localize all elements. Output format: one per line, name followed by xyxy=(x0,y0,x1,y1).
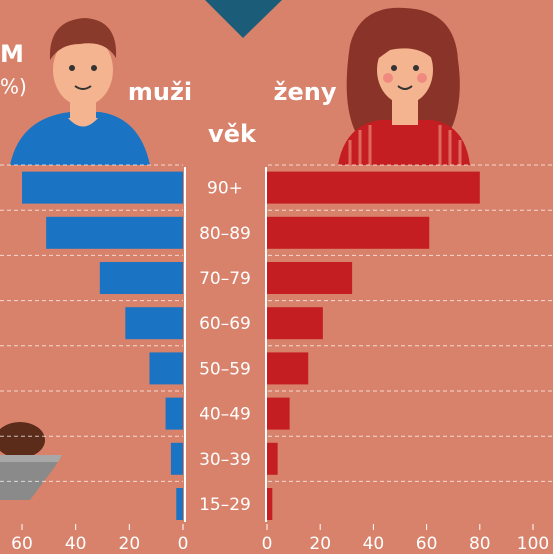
x-tick-label: 40 xyxy=(65,534,87,554)
age-label: 70–79 xyxy=(199,269,251,289)
bar xyxy=(149,352,183,385)
age-label: 90+ xyxy=(207,179,243,199)
right-label: ženy xyxy=(274,78,337,106)
age-label: 15–29 xyxy=(199,495,251,515)
x-tick-label: 60 xyxy=(11,534,33,554)
x-tick-label: 0 xyxy=(262,534,273,554)
bar xyxy=(267,397,290,430)
bar xyxy=(176,488,183,520)
subtitle-fragment: %) xyxy=(0,75,27,99)
decor-triangle xyxy=(205,0,282,38)
bar xyxy=(125,307,183,340)
bar xyxy=(267,307,323,340)
bar xyxy=(267,442,278,475)
bar xyxy=(267,352,309,385)
left-label: muži xyxy=(128,78,192,106)
x-tick-label: 0 xyxy=(178,534,189,554)
bar xyxy=(267,171,480,204)
x-tick-label: 40 xyxy=(363,534,385,554)
title-fragment: M xyxy=(0,40,24,68)
woman-illustration xyxy=(338,7,470,165)
bar xyxy=(267,216,430,249)
x-tick-label: 20 xyxy=(309,534,331,554)
bar xyxy=(165,397,183,430)
bar xyxy=(267,488,273,520)
bar xyxy=(22,171,183,204)
bar xyxy=(99,262,183,294)
age-label: 30–39 xyxy=(199,450,251,470)
bar xyxy=(170,442,183,475)
bar xyxy=(46,216,184,249)
x-tick-label: 100 xyxy=(517,534,549,554)
age-label: 60–69 xyxy=(199,314,251,334)
bar xyxy=(267,262,353,294)
center-label: věk xyxy=(208,120,257,148)
x-tick-label: 60 xyxy=(416,534,438,554)
man-illustration xyxy=(10,18,150,165)
cup-illustration xyxy=(0,422,62,500)
age-label: 80–89 xyxy=(199,224,251,244)
age-label: 40–49 xyxy=(199,405,251,425)
x-tick-label: 20 xyxy=(119,534,141,554)
x-tick-label: 80 xyxy=(469,534,491,554)
age-label: 50–59 xyxy=(199,359,251,379)
